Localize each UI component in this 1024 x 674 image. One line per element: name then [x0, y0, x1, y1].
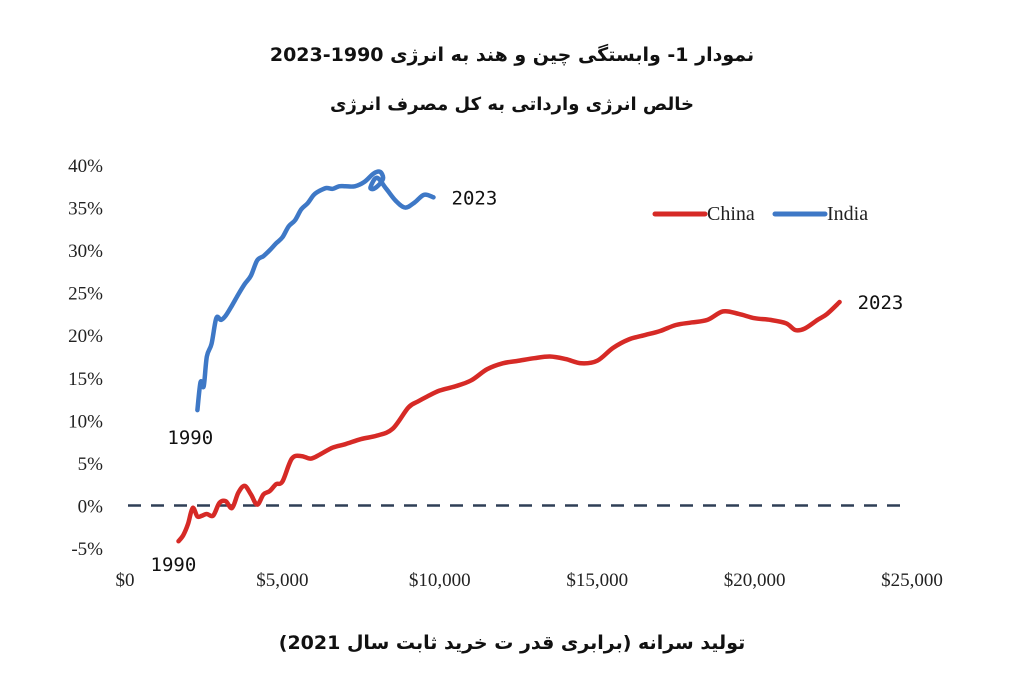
chart-subtitle: خالص انرژی وارداتی به کل مصرف انرژی [330, 94, 694, 115]
x-tick-label: $10,000 [409, 570, 471, 591]
y-axis-ticks: -5% 0% 5% 10% 15% 20% 25% 30% 35% 40% [68, 156, 103, 560]
y-tick-label: 20% [68, 326, 103, 347]
series-line-china [176, 299, 842, 544]
y-tick-label: 10% [68, 411, 103, 432]
y-tick-label: 15% [68, 369, 103, 390]
x-axis-label: تولید سرانه (برابری قدر ت خرید ثابت سال … [278, 632, 746, 654]
x-tick-label: $20,000 [724, 570, 786, 591]
china-end-label: 2023 [858, 292, 904, 314]
x-tick-label: $15,000 [566, 570, 628, 591]
india-end-label: 2023 [452, 187, 498, 209]
legend-label-china: China [707, 203, 755, 225]
legend: China India [652, 203, 868, 225]
y-tick-label: 30% [68, 241, 103, 262]
legend-label-india: India [827, 203, 868, 225]
y-tick-label: 5% [78, 454, 104, 475]
chart-title: نمودار 1- وابستگی چین و هند به انرژی 199… [269, 44, 755, 66]
india-start-label: 1990 [167, 427, 213, 449]
x-tick-label: $0 [116, 570, 135, 591]
china-start-label: 1990 [151, 554, 197, 576]
y-tick-label: -5% [71, 539, 103, 560]
series-line-india [195, 169, 436, 413]
y-tick-label: 40% [68, 156, 103, 177]
x-axis-ticks: $0 $5,000 $10,000 $15,000 $20,000 $25,000 [116, 570, 943, 591]
y-tick-label: 35% [68, 199, 103, 220]
x-tick-label: $5,000 [256, 570, 308, 591]
y-tick-label: 0% [78, 496, 104, 517]
y-tick-label: 25% [68, 284, 103, 305]
x-tick-label: $25,000 [881, 570, 943, 591]
